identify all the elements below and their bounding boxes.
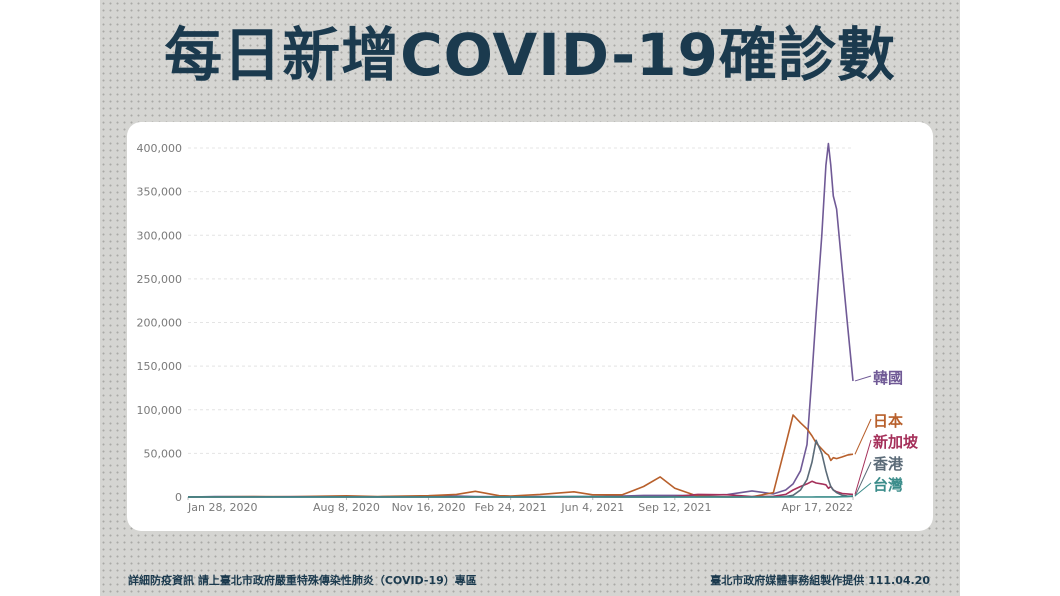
x-tick-label: Feb 24, 2021 <box>475 501 547 514</box>
label-leader <box>854 461 872 497</box>
x-tick-label: Jan 28, 2020 <box>187 501 257 514</box>
x-tick-label: Jun 4, 2021 <box>560 501 624 514</box>
x-tick-label: Apr 17, 2022 <box>781 501 853 514</box>
series-line <box>188 480 854 498</box>
series-label: 日本 <box>873 412 903 430</box>
series-label: 新加坡 <box>873 433 918 451</box>
x-tick-label: Aug 8, 2020 <box>313 501 380 514</box>
y-tick-label: 250,000 <box>137 273 183 286</box>
label-leader <box>854 482 872 497</box>
footer-credit: 臺北市政府媒體事務組製作提供 111.04.20 <box>710 574 930 587</box>
series-line <box>187 142 854 498</box>
label-leader <box>854 375 872 382</box>
footer-note: 詳細防疫資訊 請上臺北市政府嚴重特殊傳染性肺炎（COVID-19）專區 <box>128 574 477 587</box>
label-leader <box>854 439 872 495</box>
y-tick-label: 400,000 <box>137 142 183 155</box>
series-line <box>187 414 854 498</box>
y-tick-label: 0 <box>175 491 182 504</box>
series-line <box>188 439 854 498</box>
y-tick-label: 50,000 <box>144 447 183 460</box>
y-tick-label: 350,000 <box>137 186 183 199</box>
poster-title: 每日新增COVID-19確診數 <box>164 21 896 89</box>
chart-card <box>127 122 933 531</box>
y-tick-label: 300,000 <box>137 229 183 242</box>
x-tick-label: Sep 12, 2021 <box>638 501 711 514</box>
x-tick-label: Nov 16, 2020 <box>392 501 466 514</box>
series-line <box>188 495 854 498</box>
y-tick-label: 150,000 <box>137 360 183 373</box>
y-tick-label: 100,000 <box>137 404 183 417</box>
y-tick-label: 200,000 <box>137 317 183 330</box>
label-leader <box>854 418 872 455</box>
series-label: 台灣 <box>873 476 903 494</box>
series-label: 韓國 <box>873 369 903 387</box>
series-label: 香港 <box>873 455 904 473</box>
